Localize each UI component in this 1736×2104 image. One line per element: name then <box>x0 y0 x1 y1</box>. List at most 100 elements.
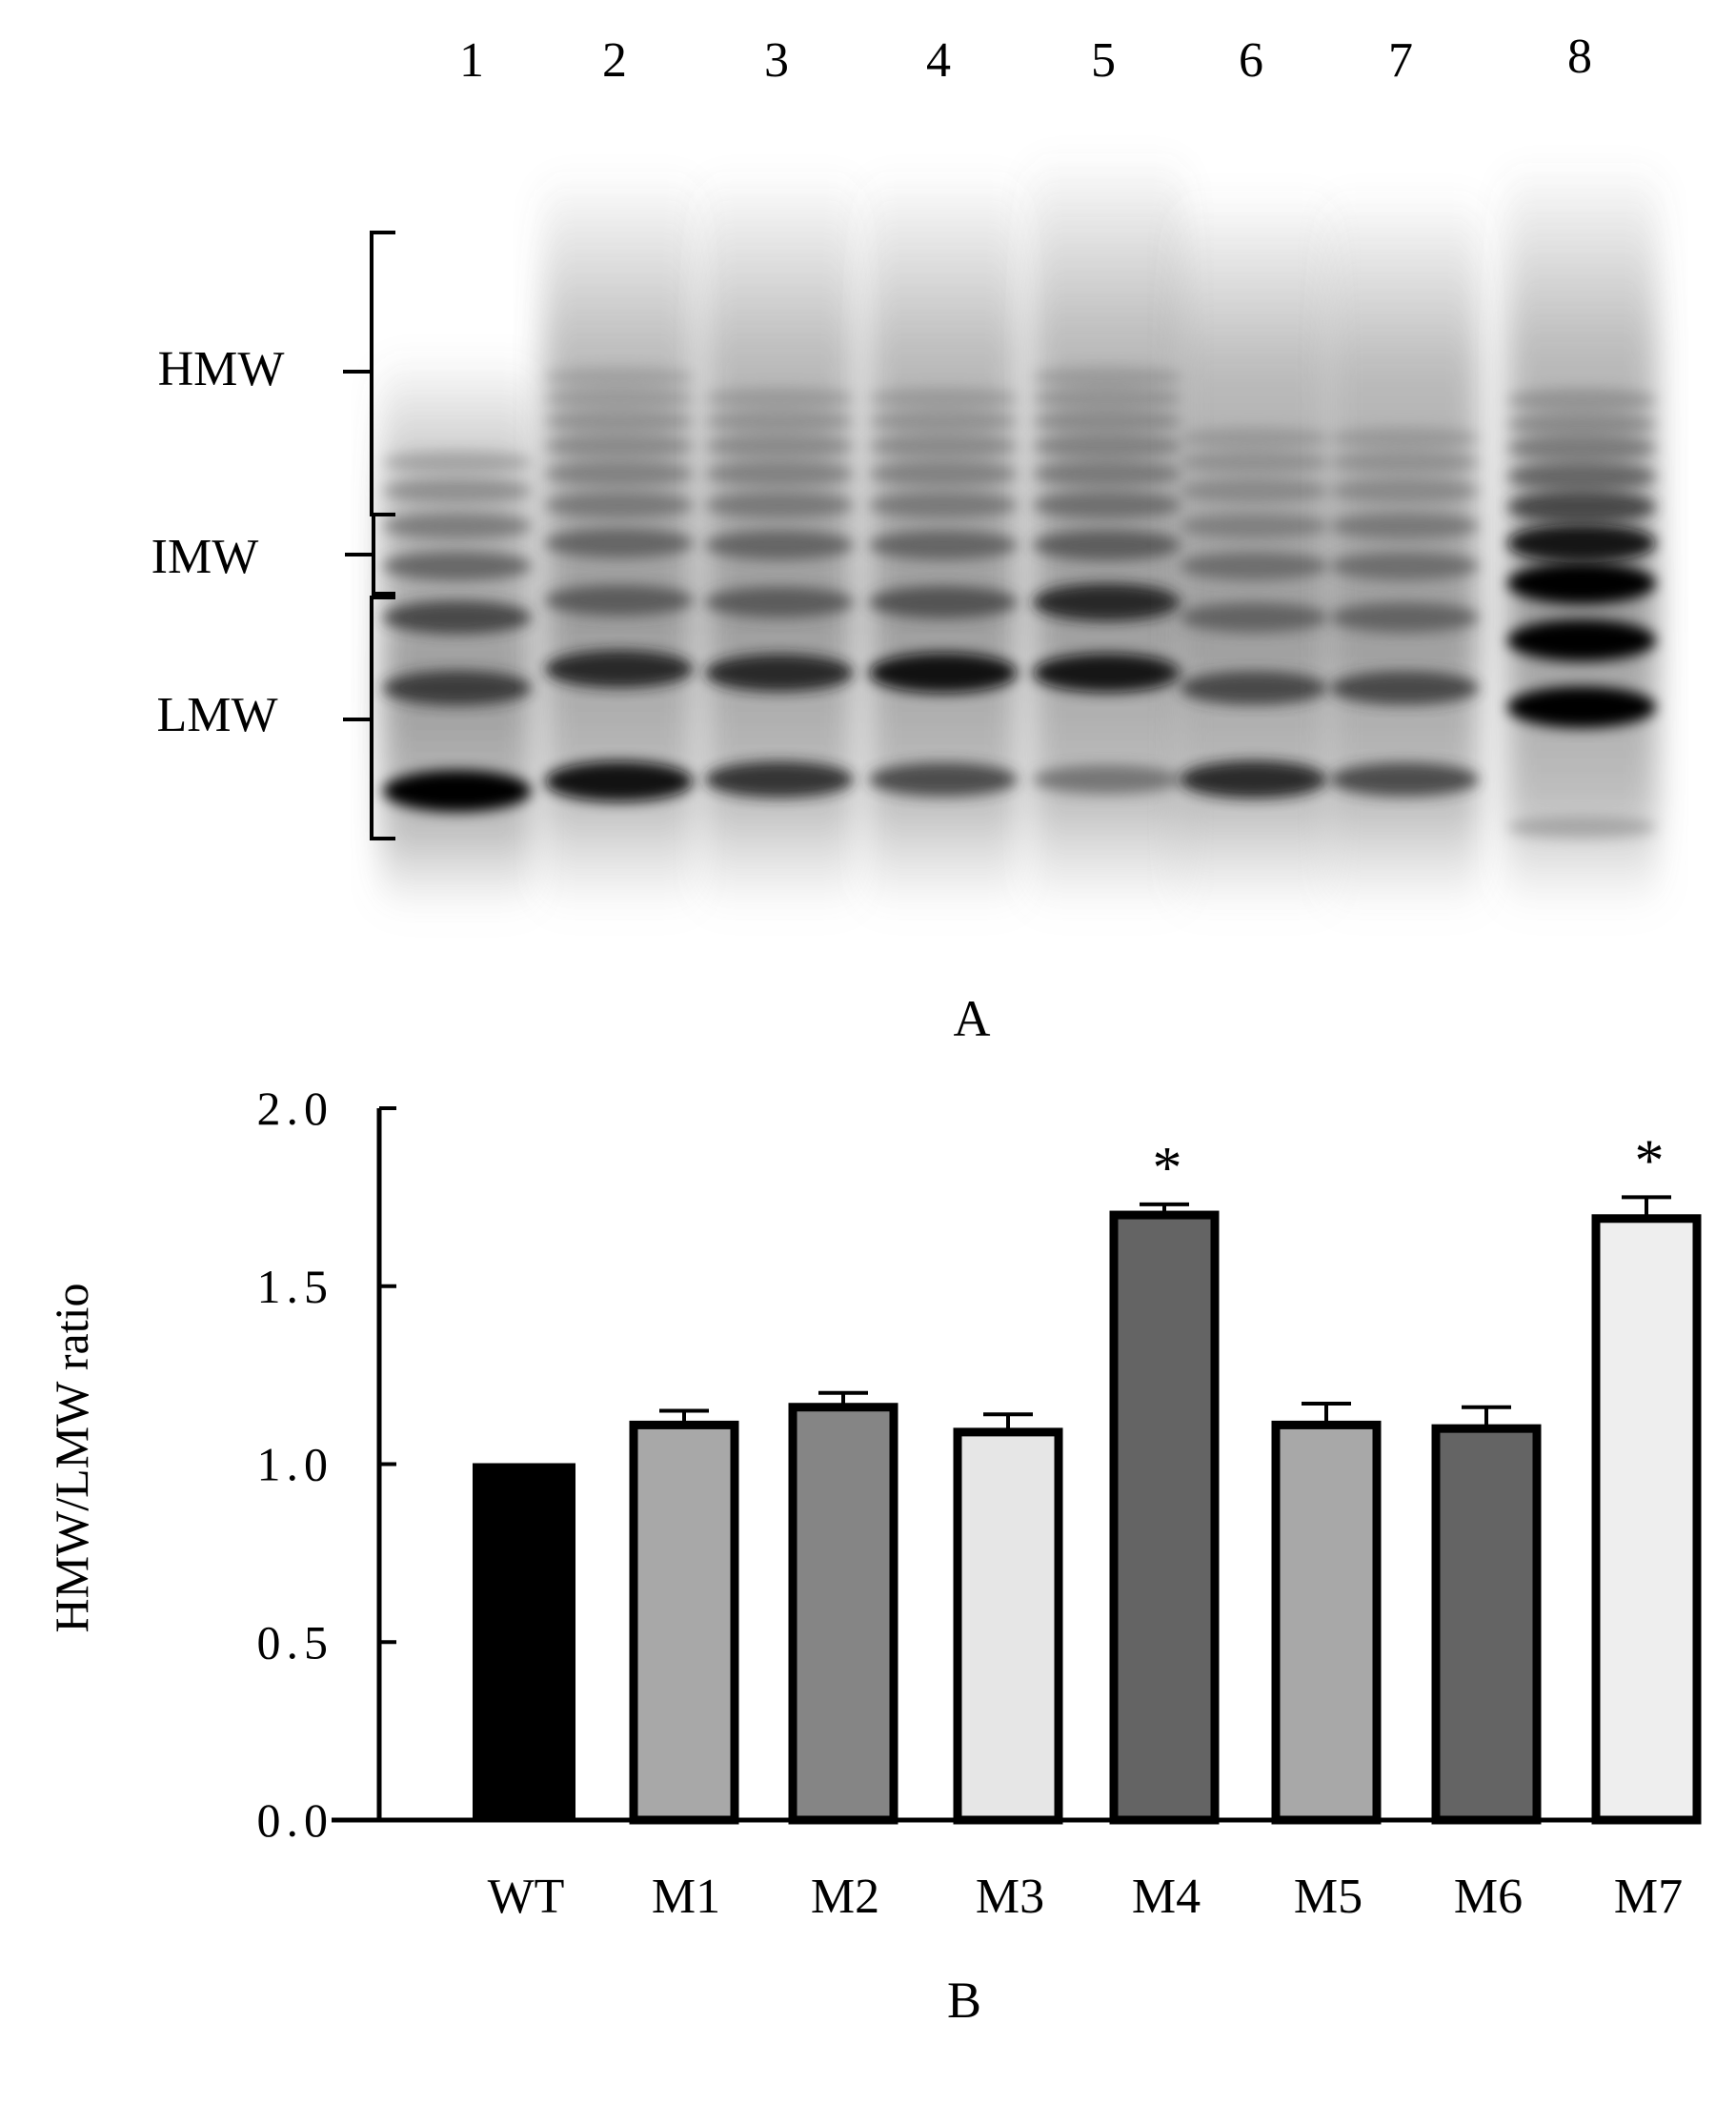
gel-band <box>545 528 694 558</box>
x-label-m2: M2 <box>811 1870 879 1924</box>
gel-band <box>545 760 694 802</box>
gel-band <box>545 460 694 487</box>
gel-band <box>1330 512 1479 540</box>
chart-significance: * * <box>1153 1128 1665 1200</box>
gel-band <box>869 530 1018 560</box>
gel-band <box>545 491 694 519</box>
bar-m5 <box>1271 1420 1382 1825</box>
gel-lane-6 <box>1178 191 1330 915</box>
bar-m2 <box>788 1403 898 1825</box>
gel-band <box>869 434 1018 458</box>
gel-band <box>705 434 854 458</box>
bar-chart: 0.00.51.01.52.0 WT M1 M2 M3 M4 M5 M6 M7 * * HMW/… <box>45 1082 1702 2029</box>
gel-band <box>383 478 532 503</box>
gel-band <box>1507 461 1656 492</box>
gel-band <box>545 409 694 434</box>
x-label-m4: M4 <box>1132 1870 1201 1924</box>
gel-band <box>545 434 694 458</box>
mw-brackets <box>343 231 395 840</box>
gel-band <box>1180 450 1328 475</box>
gel-band <box>705 586 854 618</box>
gel-band <box>1330 450 1479 475</box>
gel-band <box>705 491 854 519</box>
gel-band <box>705 409 854 434</box>
gel-band <box>383 670 532 706</box>
gel-band <box>1507 434 1656 462</box>
lmw-bracket <box>343 596 395 840</box>
gel-band <box>1330 427 1479 450</box>
gel-band <box>869 409 1018 434</box>
lane-label-5: 5 <box>1091 33 1116 88</box>
gel-band <box>1033 583 1181 621</box>
significance-star-m7: * <box>1635 1128 1665 1193</box>
imw-label: IMW <box>151 530 259 584</box>
gel-band <box>1180 552 1328 580</box>
bar-wt <box>473 1463 575 1821</box>
gel-band <box>1330 602 1479 633</box>
gel-band <box>1507 388 1656 413</box>
gel-band <box>383 551 532 581</box>
x-label-m6: M6 <box>1454 1870 1523 1924</box>
gel-band <box>1180 513 1328 539</box>
gel-band <box>705 460 854 487</box>
gel-band <box>1507 816 1656 839</box>
hmw-label: HMW <box>158 342 285 396</box>
gel-band <box>545 367 694 388</box>
gel-band <box>1033 459 1181 488</box>
lane-label-7: 7 <box>1388 33 1413 88</box>
gel-band <box>383 451 532 474</box>
gel-lane-7 <box>1328 191 1481 915</box>
lane-label-6: 6 <box>1239 33 1263 88</box>
bar-m6 <box>1431 1424 1542 1825</box>
gel-band <box>1033 366 1181 389</box>
gel-band <box>869 762 1018 797</box>
gel-band <box>869 491 1018 519</box>
bar-m3 <box>953 1427 1063 1825</box>
error-bar-m6 <box>1462 1405 1511 1429</box>
lane-label-4: 4 <box>926 33 951 88</box>
gel-lane-4 <box>867 172 1019 915</box>
gel-lane-3 <box>703 172 856 915</box>
bar-m4 <box>1109 1210 1220 1825</box>
gel-band <box>545 650 694 688</box>
gel-band <box>869 585 1018 619</box>
gel-band <box>1033 433 1181 459</box>
bar-m7 <box>1591 1214 1702 1825</box>
gel-band <box>1180 671 1328 705</box>
gel-band <box>545 387 694 410</box>
y-tick-label: 0.5 <box>257 1615 334 1669</box>
gel-band <box>1507 412 1656 436</box>
y-tick-label: 1.0 <box>257 1438 334 1491</box>
chart-x-labels: WT M1 M2 M3 M4 M5 M6 M7 <box>488 1870 1684 1924</box>
chart-bars <box>473 1210 1702 1825</box>
gel-band <box>705 387 854 410</box>
gel-band <box>1180 427 1328 450</box>
chart-y-ticks: 0.0 0.5 1.0 1.5 2.0 <box>257 1082 396 1847</box>
gel-lane-2 <box>543 172 696 915</box>
gel-lane-8 <box>1505 162 1658 915</box>
panel-a-label: A <box>954 990 991 1047</box>
gel-lanes <box>381 152 1658 915</box>
gel-band <box>705 654 854 692</box>
gel-band <box>869 387 1018 410</box>
gel-panel: 1 2 3 4 5 6 7 8 HMW IMW LMW A <box>151 30 1658 1047</box>
gel-band <box>1033 409 1181 434</box>
y-tick-label: 1.5 <box>257 1260 334 1313</box>
x-label-m3: M3 <box>976 1870 1044 1924</box>
gel-band <box>705 530 854 560</box>
x-label-m5: M5 <box>1294 1870 1363 1924</box>
bar-m1 <box>629 1420 739 1825</box>
lmw-label: LMW <box>156 688 277 742</box>
lane-label-1: 1 <box>459 33 484 88</box>
error-bar-m4 <box>1140 1202 1189 1216</box>
lane-label-2: 2 <box>602 33 627 88</box>
gel-lane-5 <box>1031 152 1183 915</box>
lane-label-3: 3 <box>764 33 789 88</box>
gel-band <box>1330 552 1479 580</box>
panel-b-label: B <box>947 1972 981 2029</box>
gel-band <box>1330 762 1479 797</box>
gel-band <box>1507 619 1656 661</box>
gel-band <box>1033 765 1181 794</box>
imw-bracket <box>345 513 395 596</box>
